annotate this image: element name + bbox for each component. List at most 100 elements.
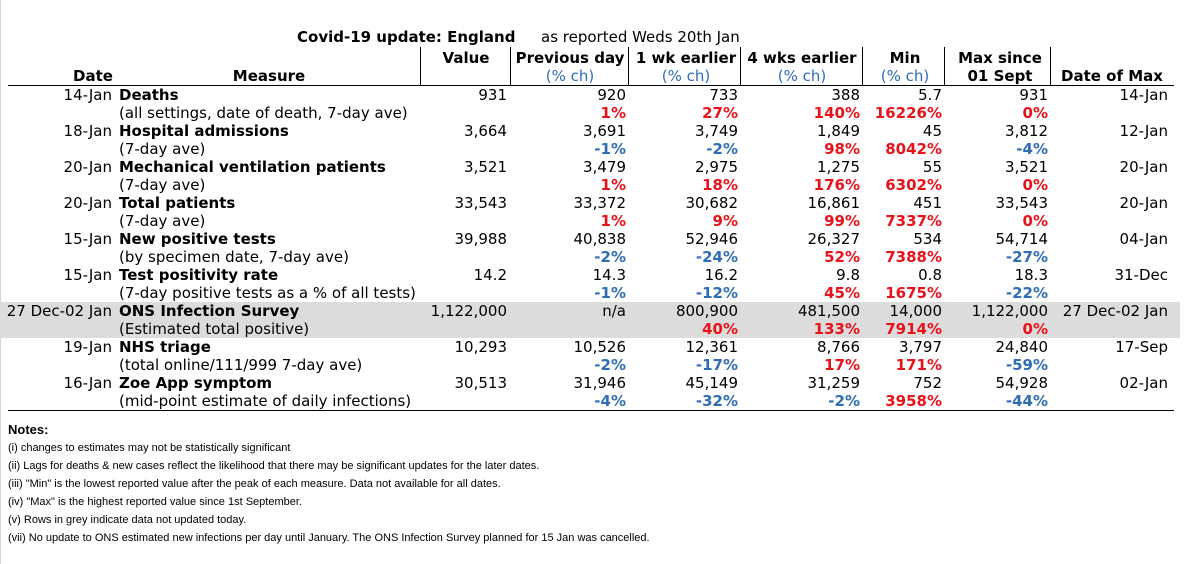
cell-date: 15-Jan [63,230,112,248]
cell-prev-pct: 1% [600,212,626,230]
cell-1wk-pct: 40% [702,320,738,338]
cell-4wks: 1,849 [817,122,860,140]
cell-date: 19-Jan [63,338,112,356]
table-row: 14-Jan Deaths 931 920 733 388 5.7 931 14-Jan [0,86,1180,104]
cell-1wk: 12,361 [685,338,739,356]
cell-min-pct: 3958% [885,392,942,410]
table-row-sub: (Estimated total positive) 40% 133% 7914% 0% [0,320,1180,338]
cell-prev-pct: 1% [600,176,626,194]
cell-date: 15-Jan [63,266,112,284]
table-bottom-border [8,410,1174,411]
header-divider-wk4 [740,47,741,86]
cell-prev-pct: -1% [594,284,626,302]
cell-1wk-pct: -32% [695,392,738,410]
cell-min: 3,797 [899,338,942,356]
cell-max-pct: 0% [1022,212,1048,230]
cell-value: 14.2 [473,266,507,284]
cell-prev-day: 920 [597,86,626,104]
cell-date-of-max: 14-Jan [1119,86,1168,104]
cell-min: 55 [922,158,942,176]
cell-min: 5.7 [918,86,942,104]
cell-4wks-pct: 133% [813,320,860,338]
cell-1wk: 800,900 [675,302,738,320]
table-row-sub: (7-day ave) 1% 9% 99% 7337% 0% [0,212,1180,230]
cell-4wks: 16,861 [807,194,861,212]
cell-1wk: 52,946 [685,230,739,248]
table-row-sub: (7-day ave) -1% -2% 98% 8042% -4% [0,140,1180,158]
cell-prev-day: 31,946 [573,374,627,392]
cell-4wks: 9.8 [836,266,860,284]
cell-max-pct: 0% [1022,320,1048,338]
cell-value: 931 [478,86,507,104]
header-divider-max [944,47,945,86]
cell-date: 14-Jan [63,86,112,104]
sheet-left-gridline [0,0,1,564]
cell-prev-day: 3,479 [583,158,626,176]
cell-1wk: 30,682 [685,194,739,212]
cell-max: 24,840 [995,338,1049,356]
cell-measure: Zoe App symptom [119,374,273,392]
table-row: 18-Jan Hospital admissions 3,664 3,691 3,749… [0,122,1180,140]
cell-max: 931 [1019,86,1048,104]
cell-1wk-pct: 9% [712,212,738,230]
cell-prev-day: 3,691 [583,122,626,140]
cell-value: 39,988 [454,230,508,248]
cell-date: 27 Dec-02 Jan [6,302,112,320]
cell-date-of-max: 31-Dec [1114,266,1168,284]
cell-1wk-pct: -12% [695,284,738,302]
cell-min: 451 [913,194,942,212]
cell-prev-day: 14.3 [592,266,626,284]
cell-max: 54,714 [995,230,1049,248]
cell-max-pct: -27% [1005,248,1048,266]
header-divider-wk1 [628,47,629,86]
note-item: (vii) No update to ONS estimated new inf… [8,532,650,544]
cell-min: 752 [913,374,942,392]
cell-measure: Mechanical ventilation patients [119,158,386,176]
cell-date-of-max: 20-Jan [1119,194,1168,212]
cell-4wks-pct: 140% [813,104,860,122]
note-item: (iii) "Min" is the lowest reported value… [8,478,501,490]
cell-value: 33,543 [454,194,508,212]
cell-measure: Hospital admissions [119,122,289,140]
header-wk4-pct-ch: (% ch) [777,67,827,85]
cell-max-pct: -22% [1005,284,1048,302]
cell-1wk: 45,149 [685,374,739,392]
table-row-sub: (7-day positive tests as a % of all test… [0,284,1180,302]
cell-min-pct: 7388% [885,248,942,266]
cell-min: 534 [913,230,942,248]
header-date: Date [73,67,113,85]
cell-4wks-pct: 176% [813,176,860,194]
cell-prev-pct: -4% [594,392,626,410]
table-row-sub: (all settings, date of death, 7-day ave)… [0,104,1180,122]
note-item: (i) changes to estimates may not be stat… [8,442,291,454]
cell-measure-sub: (total online/111/999 7-day ave) [119,356,363,374]
header-1wk-earlier: 1 wk earlier [635,49,737,67]
cell-min-pct: 6302% [885,176,942,194]
cell-1wk: 16.2 [704,266,738,284]
header-divider-datemax [1050,47,1051,86]
table-row-sub: (by specimen date, 7-day ave) -2% -24% 52% 7… [0,248,1180,266]
cell-measure: Total patients [119,194,236,212]
cell-1wk-pct: -24% [695,248,738,266]
table-row: 16-Jan Zoe App symptom 30,513 31,946 45,149 3… [0,374,1180,392]
cell-measure-sub: (by specimen date, 7-day ave) [119,248,349,266]
cell-min-pct: 8042% [885,140,942,158]
header-divider-prev [510,47,511,86]
header-max-since: Max since [958,49,1042,67]
cell-1wk-pct: -17% [695,356,738,374]
header-max-since-date: 01 Sept [967,67,1033,85]
header-divider-value [420,47,421,86]
header-min: Min [889,49,921,67]
cell-measure-sub: (7-day ave) [119,140,206,158]
table-row: 19-Jan NHS triage 10,293 10,526 12,361 8,766 3… [0,338,1180,356]
cell-max-pct: 0% [1022,176,1048,194]
cell-measure: Test positivity rate [119,266,279,284]
header-measure: Measure [232,67,306,85]
table-row: 15-Jan New positive tests 39,988 40,838 52,9… [0,230,1180,248]
cell-date-of-max: 04-Jan [1119,230,1168,248]
cell-measure: Deaths [119,86,179,104]
cell-4wks-pct: 52% [824,248,860,266]
cell-measure-sub: (all settings, date of death, 7-day ave) [119,104,408,122]
cell-prev-day: 10,526 [573,338,627,356]
header-bottom-border [8,85,1174,86]
